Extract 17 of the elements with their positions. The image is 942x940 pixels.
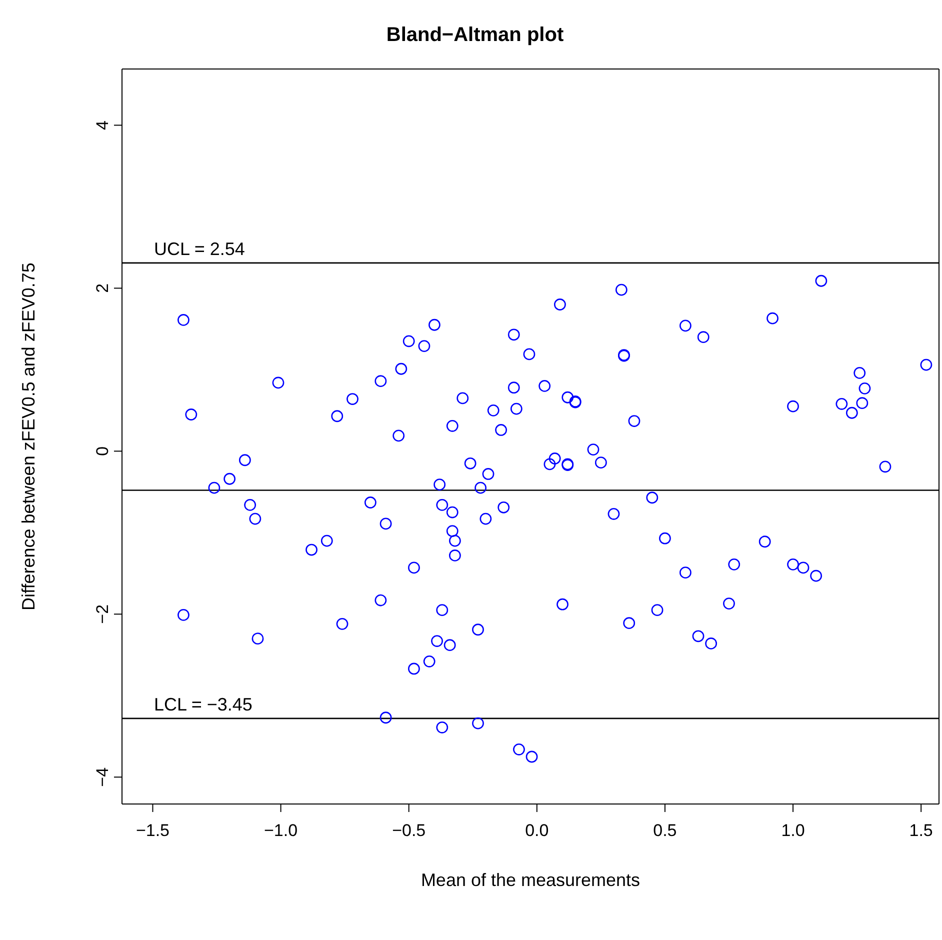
y-tick-label: −4: [93, 767, 112, 787]
x-tick-label: −1.0: [264, 821, 298, 840]
x-tick-label: 0.5: [653, 821, 677, 840]
x-axis-title: Mean of the measurements: [420, 870, 640, 890]
y-tick-label: 4: [93, 120, 112, 130]
x-tick-label: −0.5: [392, 821, 426, 840]
chart-title: Bland−Altman plot: [385, 23, 565, 48]
y-tick-label: 2: [93, 283, 112, 293]
x-tick-label: 1.5: [909, 821, 933, 840]
x-tick-label: 1.0: [781, 821, 805, 840]
annotation: UCL = 2.54: [154, 238, 245, 259]
x-tick-label: −1.5: [136, 821, 170, 840]
y-axis-title: Difference between zFEV0.5 and zFEV0.75: [18, 262, 38, 610]
annotation: LCL = −3.45: [154, 694, 252, 714]
x-tick-label: 0.0: [525, 821, 549, 840]
y-tick-label: 0: [93, 446, 112, 456]
y-tick-label: −2: [93, 604, 112, 624]
